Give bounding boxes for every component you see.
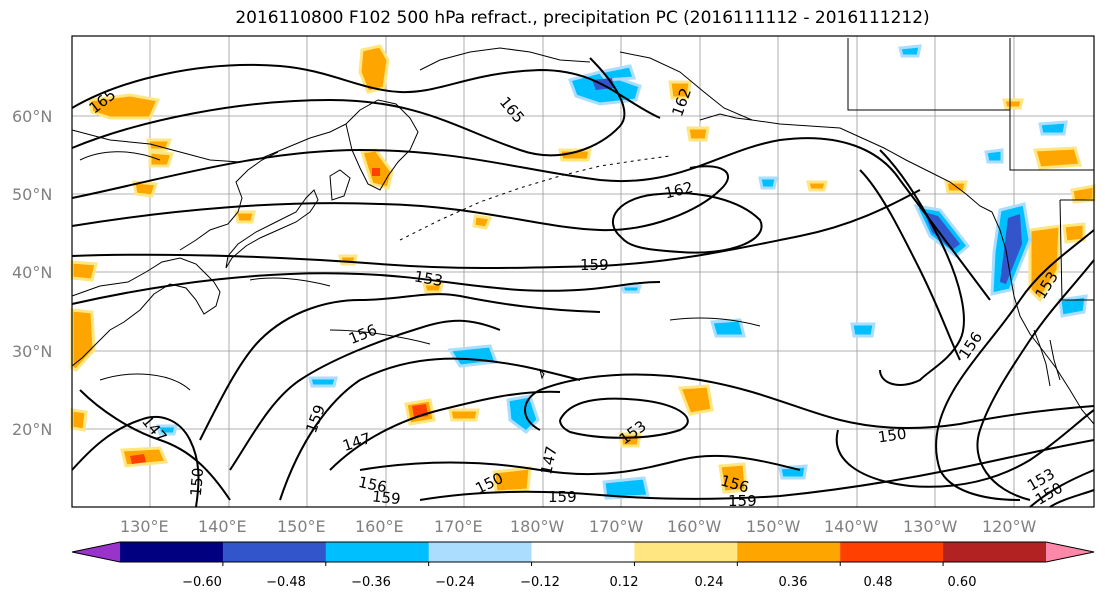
colorbar-segment bbox=[634, 542, 738, 562]
colorbar-tick-label: 0.48 bbox=[864, 575, 893, 590]
colorbar-segment bbox=[428, 542, 533, 562]
colorbar-tick-label: 0.60 bbox=[948, 575, 977, 590]
graticule bbox=[72, 36, 1094, 507]
colorbar-outline bbox=[71, 541, 1095, 563]
lat-label-40n: 40°N bbox=[12, 263, 52, 282]
contour-label: 159 bbox=[580, 256, 609, 274]
lon-label: 130°E bbox=[120, 517, 169, 536]
contour-label: 147 bbox=[537, 444, 561, 476]
contour-label: 159 bbox=[728, 492, 757, 510]
lon-label: 180°W bbox=[510, 517, 565, 536]
lon-label: 170°E bbox=[434, 517, 483, 536]
colorbar-segment bbox=[222, 542, 327, 562]
colorbar-tick-label: −0.36 bbox=[351, 575, 391, 590]
colorbar-segment bbox=[737, 542, 841, 562]
lat-label-60n: 60°N bbox=[12, 107, 52, 126]
lon-label: 170°W bbox=[589, 517, 644, 536]
lat-label-30n: 30°N bbox=[12, 342, 52, 361]
contour-lines-thin bbox=[79, 151, 761, 391]
contour-label: 159 bbox=[371, 487, 401, 508]
colorbar-extend-high bbox=[1046, 542, 1094, 562]
map-border bbox=[71, 35, 1095, 508]
colorbar-tick-label: 0.24 bbox=[695, 575, 724, 590]
contour-label: 150 bbox=[877, 425, 908, 447]
colorbar bbox=[71, 541, 1095, 566]
colorbar-segment bbox=[943, 542, 1047, 562]
colorbar-extend-low bbox=[72, 542, 120, 562]
latitude-labels: 60°N 50°N 40°N 30°N 20°N bbox=[12, 107, 52, 439]
map-title: 2016110800 F102 500 hPa refract., precip… bbox=[235, 8, 930, 28]
longitude-labels: 130°E 140°E 150°E 160°E 170°E 180°W 170°… bbox=[120, 517, 1037, 536]
colorbar-tick-labels: −0.60 −0.48 −0.36 −0.24 −0.12 0.12 0.24 … bbox=[182, 575, 976, 590]
lon-label: 140°E bbox=[198, 517, 247, 536]
lat-label-20n: 20°N bbox=[12, 420, 52, 439]
lon-label: 150°W bbox=[746, 517, 801, 536]
lat-label-50n: 50°N bbox=[12, 185, 52, 204]
lon-label: 160°W bbox=[667, 517, 722, 536]
lon-label: 120°W bbox=[982, 517, 1037, 536]
colorbar-segment bbox=[120, 542, 224, 562]
colorbar-tick-label: 0.36 bbox=[779, 575, 808, 590]
colorbar-tick-label: 0.12 bbox=[610, 575, 639, 590]
lon-label: 160°E bbox=[355, 517, 404, 536]
contour-label: 150 bbox=[187, 467, 207, 497]
colorbar-tick-label: −0.24 bbox=[435, 575, 475, 590]
colorbar-segment bbox=[531, 542, 635, 562]
lon-label: 140°W bbox=[824, 517, 879, 536]
colorbar-tick-label: −0.12 bbox=[520, 575, 560, 590]
contour-label: 159 bbox=[548, 488, 577, 506]
contour-lines bbox=[71, 57, 1095, 508]
colorbar-segment bbox=[840, 542, 944, 562]
lon-label: 130°W bbox=[903, 517, 958, 536]
contour-label: 153 bbox=[413, 267, 444, 290]
colorbar-segment bbox=[325, 542, 430, 562]
colorbar-tick-label: −0.60 bbox=[182, 575, 222, 590]
contour-label: 156 bbox=[357, 473, 389, 497]
lon-label: 150°E bbox=[277, 517, 326, 536]
colorbar-tick-label: −0.48 bbox=[266, 575, 306, 590]
